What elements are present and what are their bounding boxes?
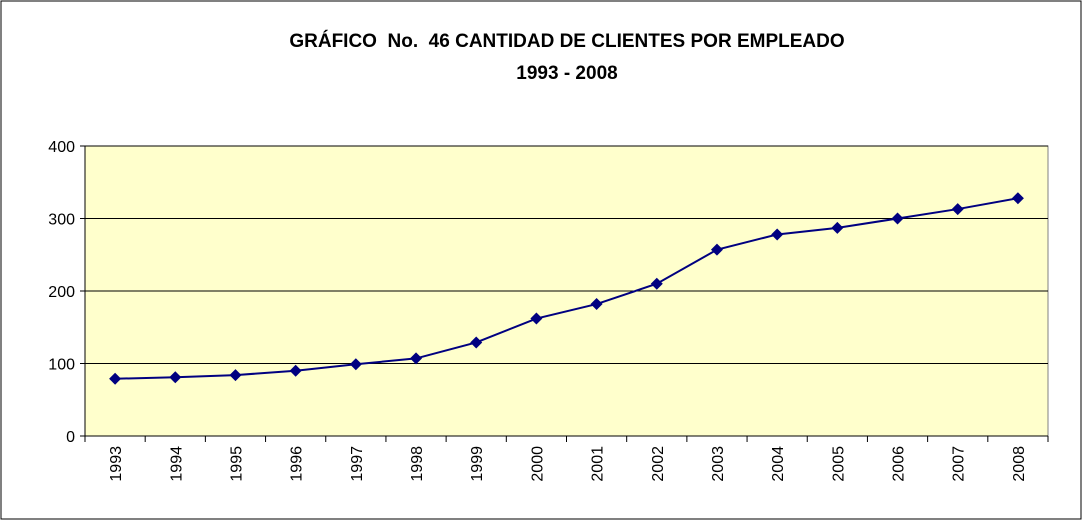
marker <box>951 203 964 216</box>
y-tick-label: 100 <box>48 357 75 374</box>
x-tick-label: 1997 <box>349 446 366 482</box>
marker <box>650 277 663 290</box>
marker <box>470 336 483 349</box>
marker <box>349 358 362 371</box>
y-tick-label: 200 <box>48 284 75 301</box>
marker <box>590 298 603 311</box>
x-tick-label: 1999 <box>469 446 486 482</box>
y-tick-label: 300 <box>48 212 75 229</box>
x-tick-label: 2008 <box>1011 446 1028 482</box>
marker <box>1011 192 1024 205</box>
chart-title: GRÁFICO No. 46 CANTIDAD DE CLIENTES POR … <box>289 30 844 52</box>
x-tick-label: 1998 <box>409 446 426 482</box>
x-tick-label: 2000 <box>529 446 546 482</box>
marker <box>229 369 242 382</box>
x-tick-label: 2002 <box>650 446 667 482</box>
x-tick-label: 2004 <box>770 446 787 482</box>
marker <box>530 312 543 325</box>
x-tick-label: 2003 <box>710 446 727 482</box>
y-tick-label: 0 <box>66 429 75 446</box>
marker <box>109 372 122 385</box>
x-tick-label: 2007 <box>951 446 968 482</box>
marker <box>289 364 302 377</box>
x-tick-label: 1996 <box>289 446 306 482</box>
x-tick-label: 1995 <box>228 446 245 482</box>
x-tick-label: 2005 <box>830 446 847 482</box>
marker <box>771 228 784 241</box>
y-tick-label: 400 <box>48 139 75 156</box>
marker <box>169 371 182 384</box>
marker <box>831 221 844 234</box>
x-tick-label: 1994 <box>168 446 185 482</box>
chart-subtitle: 1993 - 2008 <box>516 63 617 84</box>
marker <box>710 243 723 256</box>
marker <box>891 212 904 225</box>
x-tick-label: 2001 <box>590 446 607 482</box>
line-series <box>115 197 1019 380</box>
marker <box>410 352 423 365</box>
x-tick-label: 1993 <box>108 446 125 482</box>
x-tick-label: 2006 <box>891 446 908 482</box>
